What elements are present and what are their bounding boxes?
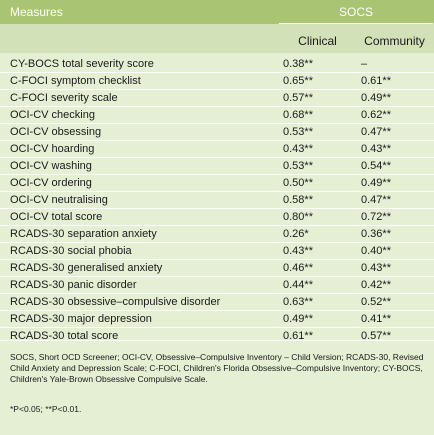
header-community: Community xyxy=(364,34,425,48)
cell-community: 0.43** xyxy=(361,262,391,274)
cell-community: 0.61** xyxy=(361,75,391,87)
cell-clinical: 0.26* xyxy=(283,228,309,240)
table-footnote: SOCS, Short OCD Screener; OCI-CV, Obsess… xyxy=(0,340,434,435)
table-row: OCI-CV hoarding 0.43** 0.43** xyxy=(0,141,434,158)
cell-measure: C-FOCI symptom checklist xyxy=(10,75,141,87)
cell-community: 0.47** xyxy=(361,194,391,206)
cell-clinical: 0.49** xyxy=(283,313,313,325)
table-row: OCI-CV obsessing 0.53** 0.47** xyxy=(0,124,434,141)
table-header-sub: Clinical Community xyxy=(0,24,434,53)
header-measures: Measures xyxy=(10,5,63,19)
table-row: RCADS-30 major depression 0.49** 0.41** xyxy=(0,311,434,328)
cell-clinical: 0.50** xyxy=(283,177,313,189)
cell-measure: OCI-CV hoarding xyxy=(10,143,95,155)
cell-community: 0.43** xyxy=(361,143,391,155)
table-row: RCADS-30 generalised anxiety 0.46** 0.43… xyxy=(0,260,434,277)
header-socs: SOCS xyxy=(338,5,373,19)
table-row: OCI-CV ordering 0.50** 0.49** xyxy=(0,175,434,192)
cell-measure: RCADS-30 generalised anxiety xyxy=(10,262,163,274)
cell-clinical: 0.46** xyxy=(283,262,313,274)
cell-clinical: 0.57** xyxy=(283,92,313,104)
cell-clinical: 0.63** xyxy=(283,296,313,308)
footnote-significance: *P<0.05; **P<0.01. xyxy=(10,404,82,414)
cell-measure: CY-BOCS total severity score xyxy=(10,58,154,70)
cell-clinical: 0.44** xyxy=(283,279,313,291)
cell-community: 0.41** xyxy=(361,313,391,325)
cell-measure: OCI-CV total score xyxy=(10,211,103,223)
cell-community: 0.54** xyxy=(361,160,391,172)
cell-community: 0.49** xyxy=(361,92,391,104)
cell-community: 0.42** xyxy=(361,279,391,291)
cell-community: 0.57** xyxy=(361,330,391,342)
cell-clinical: 0.58** xyxy=(283,194,313,206)
cell-measure: C-FOCI severity scale xyxy=(10,92,118,104)
table-row: CY-BOCS total severity score 0.38** – xyxy=(0,56,434,73)
cell-clinical: 0.43** xyxy=(283,143,313,155)
table-row: RCADS-30 separation anxiety 0.26* 0.36** xyxy=(0,226,434,243)
cell-measure: OCI-CV ordering xyxy=(10,177,92,189)
cell-clinical: 0.61** xyxy=(283,330,313,342)
cell-measure: RCADS-30 obsessive–compulsive disorder xyxy=(10,296,221,308)
cell-clinical: 0.80** xyxy=(283,211,313,223)
cell-community: 0.40** xyxy=(361,245,391,257)
table-row: RCADS-30 panic disorder 0.44** 0.42** xyxy=(0,277,434,294)
table-row: OCI-CV washing 0.53** 0.54** xyxy=(0,158,434,175)
cell-community: 0.62** xyxy=(361,109,391,121)
table-row: OCI-CV total score 0.80** 0.72** xyxy=(0,209,434,226)
table-header-top: Measures SOCS xyxy=(0,0,434,24)
cell-community: – xyxy=(361,58,368,70)
cell-measure: RCADS-30 separation anxiety xyxy=(10,228,157,240)
cell-measure: RCADS-30 panic disorder xyxy=(10,279,137,291)
cell-measure: OCI-CV neutralising xyxy=(10,194,108,206)
cell-community: 0.49** xyxy=(361,177,391,189)
footnote-abbreviations: SOCS, Short OCD Screener; OCI-CV, Obsess… xyxy=(10,352,424,384)
cell-clinical: 0.38** xyxy=(283,58,313,70)
table-row: RCADS-30 social phobia 0.43** 0.40** xyxy=(0,243,434,260)
table-body: CY-BOCS total severity score 0.38** – C-… xyxy=(0,53,434,345)
cell-measure: RCADS-30 total score xyxy=(10,330,119,342)
cell-measure: OCI-CV washing xyxy=(10,160,92,172)
table-row: OCI-CV checking 0.68** 0.62** xyxy=(0,107,434,124)
cell-community: 0.72** xyxy=(361,211,391,223)
header-clinical: Clinical xyxy=(298,34,337,48)
cell-community: 0.47** xyxy=(361,126,391,138)
cell-measure: RCADS-30 social phobia xyxy=(10,245,132,257)
table-row: RCADS-30 obsessive–compulsive disorder 0… xyxy=(0,294,434,311)
cell-clinical: 0.53** xyxy=(283,126,313,138)
cell-measure: OCI-CV checking xyxy=(10,109,95,121)
cell-clinical: 0.65** xyxy=(283,75,313,87)
cell-measure: OCI-CV obsessing xyxy=(10,126,102,138)
table-row: C-FOCI symptom checklist 0.65** 0.61** xyxy=(0,73,434,90)
table-row: OCI-CV neutralising 0.58** 0.47** xyxy=(0,192,434,209)
cell-community: 0.52** xyxy=(361,296,391,308)
cell-clinical: 0.68** xyxy=(283,109,313,121)
cell-clinical: 0.43** xyxy=(283,245,313,257)
cell-measure: RCADS-30 major depression xyxy=(10,313,152,325)
cell-clinical: 0.53** xyxy=(283,160,313,172)
cell-community: 0.36** xyxy=(361,228,391,240)
table-row: C-FOCI severity scale 0.57** 0.49** xyxy=(0,90,434,107)
header-socs-underline xyxy=(279,23,433,24)
